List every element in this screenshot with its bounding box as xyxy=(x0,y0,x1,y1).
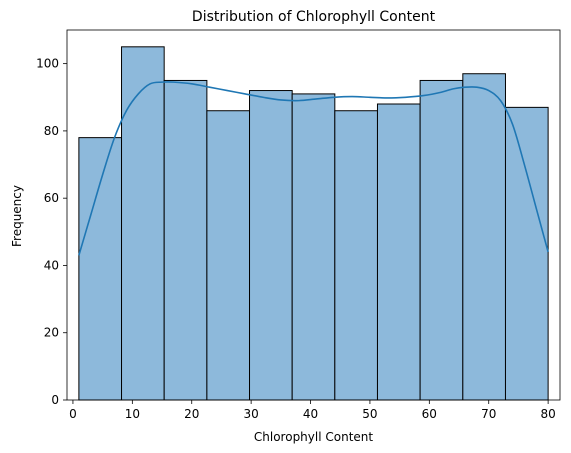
plot-frame xyxy=(66,29,561,401)
histogram-bar xyxy=(249,90,293,401)
x-axis-ticks: 0 10 20 30 40 50 60 70 80 xyxy=(69,400,556,421)
x-tick-label: 30 xyxy=(243,407,258,421)
y-axis-label: Frequency xyxy=(10,185,24,247)
x-tick-label: 0 xyxy=(69,407,77,421)
histogram-bar xyxy=(419,79,464,401)
y-tick-label: 80 xyxy=(44,124,59,138)
y-tick-label: 100 xyxy=(36,57,59,71)
histogram-bar xyxy=(291,93,336,401)
x-tick-label: 60 xyxy=(422,407,437,421)
histogram-bar xyxy=(121,46,165,401)
y-axis-ticks: 0 20 40 60 80 100 xyxy=(36,57,67,407)
histogram-bar xyxy=(163,79,208,401)
x-tick-label: 20 xyxy=(184,407,199,421)
chart-title: Distribution of Chlorophyll Content xyxy=(192,9,436,25)
y-tick-label: 40 xyxy=(44,258,59,272)
histogram-bar xyxy=(78,137,123,401)
x-tick-label: 80 xyxy=(540,407,555,421)
x-tick-label: 50 xyxy=(362,407,377,421)
x-axis-label: Chlorophyll Content xyxy=(254,430,373,444)
kde-curve xyxy=(78,81,549,256)
histogram-bar xyxy=(504,106,549,401)
y-tick-label: 20 xyxy=(44,326,59,340)
x-tick-label: 40 xyxy=(303,407,318,421)
x-tick-label: 70 xyxy=(481,407,496,421)
histogram-bar xyxy=(206,110,251,401)
histogram-bar xyxy=(334,110,378,401)
y-tick-label: 0 xyxy=(51,393,59,407)
histogram-bar xyxy=(376,103,421,401)
histogram-bar xyxy=(462,73,506,401)
bars-group xyxy=(78,46,549,401)
y-tick-label: 60 xyxy=(44,191,59,205)
x-tick-label: 10 xyxy=(125,407,140,421)
